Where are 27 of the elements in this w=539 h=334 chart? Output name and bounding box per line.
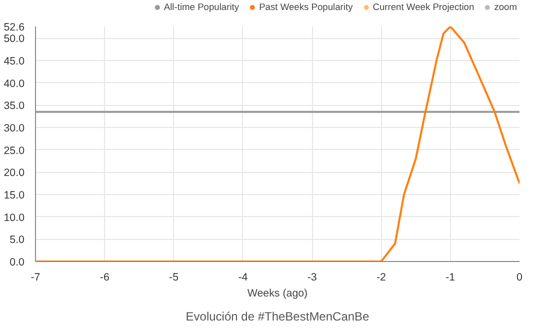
legend-label: Past Weeks Popularity: [259, 2, 353, 12]
x-tick-label: 0: [516, 272, 523, 284]
y-tick-label: 52.6: [4, 22, 25, 34]
y-tick-label: 50.0: [4, 33, 25, 46]
y-tick-label: 5.0: [10, 234, 25, 246]
y-tick-label: 20.0: [4, 167, 25, 180]
x-tick-label: -3: [307, 272, 317, 284]
line-series: [36, 26, 520, 262]
x-tick-label: -2: [376, 272, 386, 284]
y-tick-label: 25.0: [4, 144, 25, 157]
x-tick-label: -5: [169, 272, 179, 284]
y-tick-label: 15.0: [4, 189, 25, 202]
x-tick-label: -7: [30, 272, 40, 284]
y-tick-label: 45.0: [4, 55, 25, 68]
x-axis-title: Weeks (ago): [247, 288, 308, 300]
text: Evolución de #TheBestMenCanBe: [186, 310, 370, 324]
y-tick-label: 30.0: [4, 122, 25, 134]
x-tick-label: -6: [100, 272, 110, 284]
y-tick-label: 0.0: [10, 256, 25, 268]
legend-label: zoom: [494, 2, 517, 12]
x-tick-label: -1: [446, 272, 456, 284]
y-tick-label: 40.0: [4, 78, 25, 90]
y-tick-label: 35.0: [4, 100, 25, 112]
y-tick-label: 10.0: [4, 212, 25, 224]
x-tick-label: -4: [238, 272, 248, 284]
legend-label: All-time Popularity: [164, 2, 240, 12]
legend-label: Current Week Projection: [372, 2, 474, 12]
